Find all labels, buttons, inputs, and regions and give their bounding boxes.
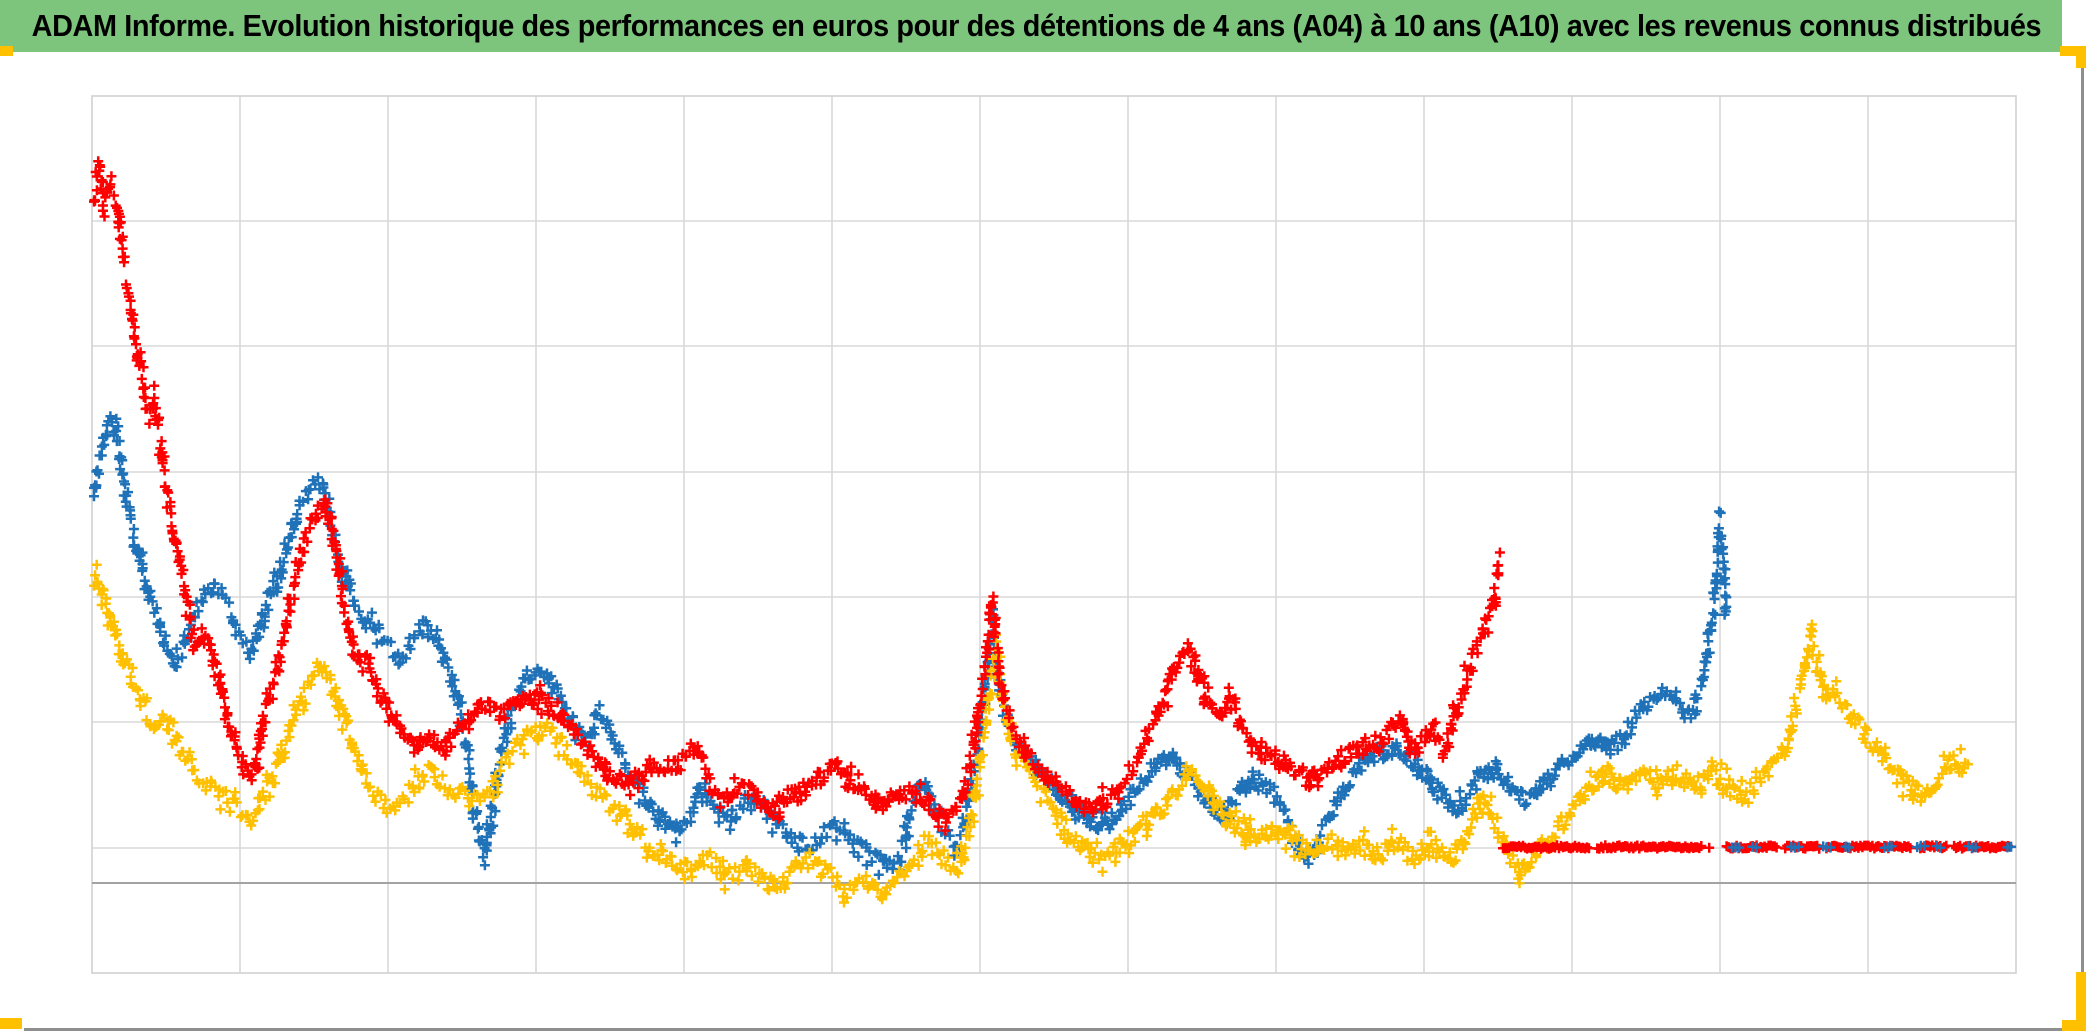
corner-accent-top-left — [0, 46, 13, 56]
bottom-edge-line — [24, 1028, 2086, 1031]
corner-accent-bottom-right-vertical — [2076, 972, 2086, 1031]
corner-accent-top-right — [2060, 46, 2086, 56]
corner-accent-bottom-left — [0, 1018, 22, 1029]
corner-accent-top-right-tab — [2076, 46, 2086, 68]
title-bar: ADAM Informe. Evolution historique des p… — [0, 0, 2062, 52]
right-edge-line — [2081, 56, 2084, 1031]
page-title: ADAM Informe. Evolution historique des p… — [31, 8, 2042, 43]
corner-accent-bottom-right-horizontal — [2062, 1020, 2086, 1031]
